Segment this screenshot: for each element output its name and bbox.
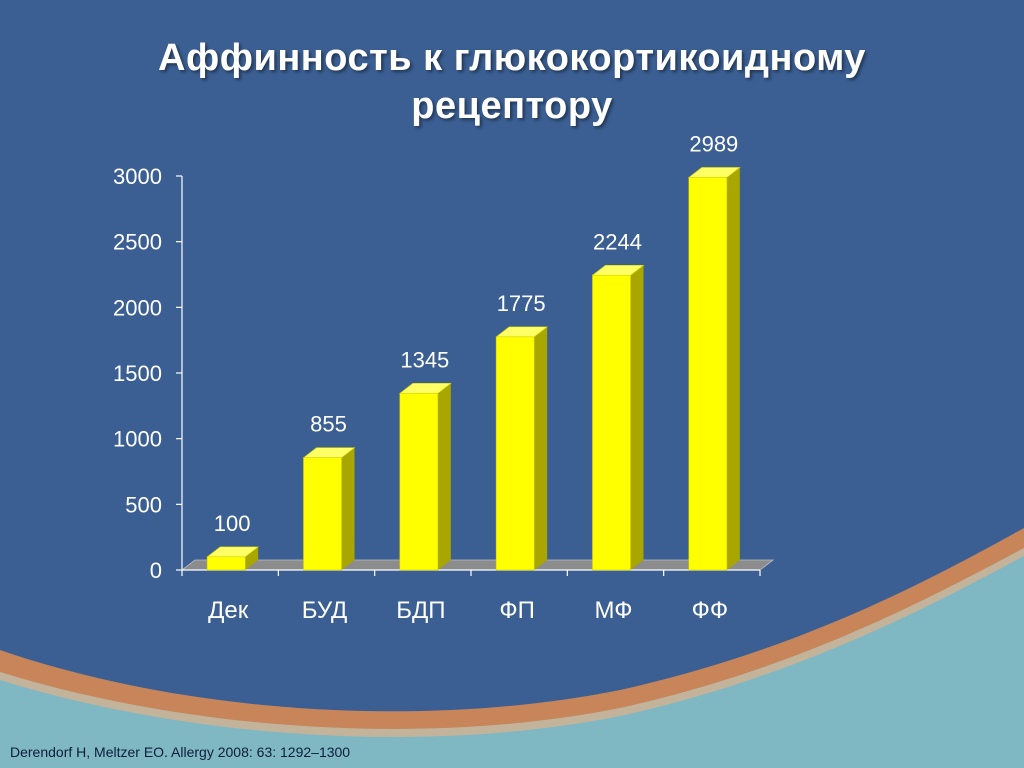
y-tick-label: 3000: [113, 164, 162, 189]
bar-side: [341, 447, 355, 570]
data-label: 100: [214, 511, 251, 536]
bar: [688, 177, 728, 571]
bar: [495, 336, 535, 571]
bar-group: [591, 264, 645, 571]
label-layer: 0 500 1000 1500 2000 2500 3000 100 Дек 855 БУД 1345…: [113, 131, 738, 624]
bar-side: [726, 167, 740, 570]
bar: [303, 457, 342, 571]
floor-layer: [180, 559, 775, 576]
y-tick-label: 0: [150, 558, 162, 583]
title-line-1: Аффинность к глюкокортикоидному: [158, 37, 866, 79]
bar: [206, 556, 246, 571]
y-tick-label: 500: [125, 492, 162, 517]
bar: [592, 274, 631, 571]
data-label: 1775: [497, 291, 546, 316]
bar-group: [302, 447, 356, 571]
bar-group: [206, 546, 260, 571]
bar-side: [437, 383, 451, 570]
x-tick-label: БУД: [302, 597, 348, 624]
x-tick-label: ФП: [499, 597, 535, 624]
chart-floor: [180, 559, 775, 571]
y-tick-label: 2500: [113, 230, 162, 255]
bar-layer: [206, 167, 741, 571]
y-tick-label: 1000: [113, 427, 162, 452]
accent-stripe: [0, 528, 1024, 729]
data-label: 1345: [400, 347, 449, 372]
x-tick-label: МФ: [595, 597, 633, 624]
bar-side: [245, 546, 259, 570]
x-tick-label: ФФ: [692, 597, 729, 624]
citation: Derendorf H, Meltzer EO. Allergy 2008: 6…: [10, 744, 351, 760]
data-label: 2989: [689, 131, 738, 156]
data-label: 855: [310, 412, 347, 437]
bottom-band: [0, 545, 1024, 768]
x-tick-label: Дек: [208, 597, 249, 624]
bar-group: [687, 167, 741, 571]
bar-group: [495, 326, 549, 571]
slide-title: Аффинность к глюкокортикоидному рецептор…: [112, 34, 912, 130]
data-label: 2244: [593, 229, 642, 254]
bar: [399, 393, 439, 571]
bar-side: [630, 265, 644, 570]
x-tick-label: БДП: [396, 597, 445, 624]
bar-side: [534, 326, 548, 570]
title-line-2: рецептору: [411, 85, 613, 127]
y-tick-label: 1500: [113, 361, 162, 386]
bar-group: [398, 383, 452, 571]
axis-layer: [176, 175, 183, 571]
y-tick-label: 2000: [113, 295, 162, 320]
